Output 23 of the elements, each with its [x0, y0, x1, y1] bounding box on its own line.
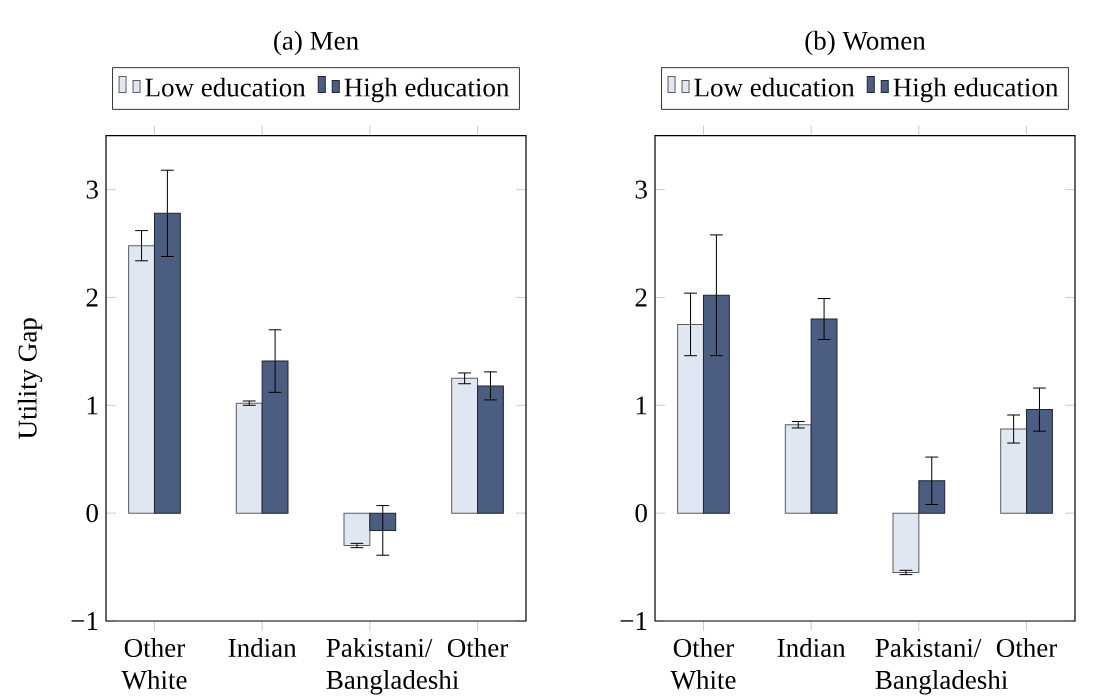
x-tick-label: Other [996, 638, 1058, 658]
chart-title: (b) Women [805, 30, 926, 56]
x-tick-label: Other White [670, 638, 736, 690]
x-tick-label: Indian [228, 638, 297, 658]
legend-label: Low education [694, 77, 855, 97]
x-tick-label: Other White [121, 638, 187, 690]
y-tick-label: −1 [620, 612, 647, 630]
y-tick-label: 2 [86, 288, 98, 307]
chart-title: (a) Men [274, 30, 359, 56]
legend-label: Low education [145, 77, 306, 97]
x-tick-label: Other [447, 638, 509, 658]
y-tick-label: 0 [635, 504, 647, 523]
y-tick-label: 3 [635, 180, 647, 199]
y-axis-title: Utility Gap [17, 318, 43, 439]
x-tick-label: Indian [777, 638, 846, 658]
y-tick-label: 3 [86, 180, 98, 199]
y-tick-label: −1 [71, 612, 98, 630]
y-tick-label: 2 [635, 288, 647, 307]
y-tick-label: 1 [636, 396, 647, 415]
legend-label: High education [344, 77, 510, 103]
y-tick-label: 1 [87, 396, 98, 415]
y-tick-label: 0 [86, 504, 98, 523]
legend-label: High education [893, 77, 1059, 103]
